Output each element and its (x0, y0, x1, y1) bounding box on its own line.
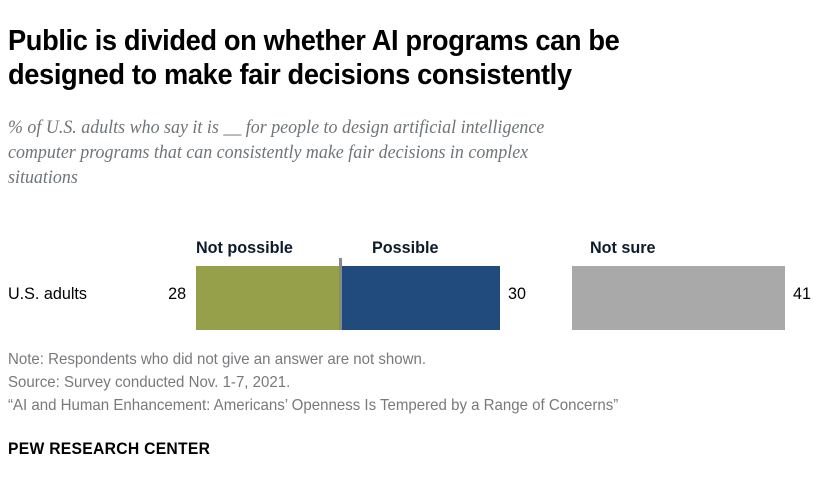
bar-possible (340, 266, 500, 330)
bar-divider-line (339, 258, 342, 330)
bar-not-sure (572, 266, 785, 330)
value-label-not-possible: 28 (168, 284, 187, 303)
bar-not-possible (196, 266, 340, 330)
page-title: Public is divided on whether AI programs… (8, 25, 620, 91)
value-label-not-sure: 41 (793, 284, 811, 303)
chart-notes: Note: Respondents who did not give an an… (8, 348, 779, 417)
series-label-not-possible: Not possible (196, 238, 293, 257)
pew-research-center-footer: PEW RESEARCH CENTER (8, 440, 211, 458)
source-line: Source: Survey conducted Nov. 1-7, 2021. (8, 374, 291, 391)
chart-plot-area: Not possible Possible Not sure U.S. adul… (0, 232, 840, 342)
series-label-not-sure: Not sure (590, 238, 656, 257)
chart-subtitle: % of U.S. adults who say it is __ for pe… (8, 118, 545, 188)
value-label-possible: 30 (508, 284, 526, 303)
row-label-us-adults: U.S. adults (8, 284, 87, 303)
note-line: Note: Respondents who did not give an an… (8, 351, 427, 368)
series-label-possible: Possible (372, 238, 439, 257)
report-title-line: “AI and Human Enhancement: Americans’ Op… (8, 397, 619, 414)
